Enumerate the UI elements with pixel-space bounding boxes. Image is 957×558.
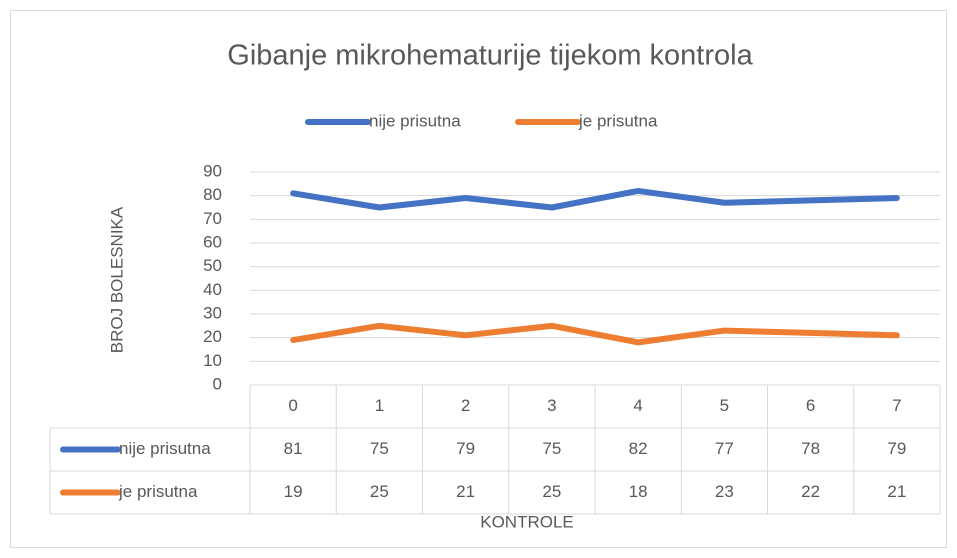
table-value: 75 xyxy=(370,439,389,458)
table-value: 75 xyxy=(542,439,561,458)
chart-title: Gibanje mikrohematurije tijekom kontrola xyxy=(227,40,753,72)
table-value: 77 xyxy=(715,439,734,458)
x-tick-label: 3 xyxy=(547,396,556,415)
table-value: 79 xyxy=(456,439,475,458)
x-tick-label: 6 xyxy=(806,396,815,415)
table-value: 25 xyxy=(542,482,561,501)
x-tick-label: 4 xyxy=(633,396,642,415)
y-tick-label: 30 xyxy=(203,303,222,322)
table-value: 22 xyxy=(801,482,820,501)
y-tick-label: 10 xyxy=(203,351,222,370)
series-line xyxy=(290,187,900,211)
table-value: 21 xyxy=(887,482,906,501)
table-value: 25 xyxy=(370,482,389,501)
table-row-label: je prisutna xyxy=(118,482,198,501)
y-tick-label: 70 xyxy=(203,209,222,228)
chart-border xyxy=(10,10,947,548)
table-value: 78 xyxy=(801,439,820,458)
table-value: 79 xyxy=(887,439,906,458)
y-tick-label: 20 xyxy=(203,327,222,346)
table-value: 81 xyxy=(284,439,303,458)
x-tick-label: 0 xyxy=(288,396,297,415)
y-tick-label: 50 xyxy=(203,256,222,275)
x-axis-title: KONTROLE xyxy=(480,512,574,531)
y-tick-label: 40 xyxy=(203,280,222,299)
legend-label: nije prisutna xyxy=(369,111,461,130)
table-row-label: nije prisutna xyxy=(119,439,211,458)
x-tick-label: 1 xyxy=(375,396,384,415)
table-value: 82 xyxy=(629,439,648,458)
x-tick-label: 2 xyxy=(461,396,470,415)
x-tick-label: 7 xyxy=(892,396,901,415)
y-tick-label: 90 xyxy=(203,161,222,180)
x-tick-label: 5 xyxy=(720,396,729,415)
y-tick-label: 0 xyxy=(213,374,222,393)
table-value: 18 xyxy=(629,482,648,501)
table-value: 23 xyxy=(715,482,734,501)
table-value: 19 xyxy=(284,482,303,501)
y-tick-label: 60 xyxy=(203,232,222,251)
y-axis-title: BROJ BOLESNIKA xyxy=(107,206,126,353)
table-value: 21 xyxy=(456,482,475,501)
legend-label: je prisutna xyxy=(578,111,658,130)
y-tick-label: 80 xyxy=(203,185,222,204)
series-line xyxy=(290,322,900,346)
